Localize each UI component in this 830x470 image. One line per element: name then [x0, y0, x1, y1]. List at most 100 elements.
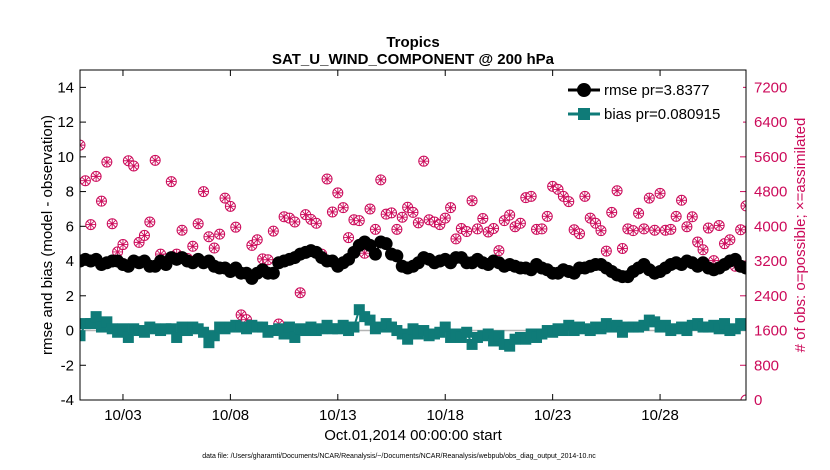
obs-point [176, 224, 188, 236]
rmse-point [820, 255, 830, 268]
obs-point [525, 190, 537, 202]
bias-point [198, 326, 210, 338]
bias-point [402, 333, 414, 345]
rmse-point [390, 249, 404, 263]
legend: rmse pr=3.8377 bias pr=0.080915 [565, 77, 743, 129]
obs-point [740, 394, 746, 400]
bias-point [816, 320, 827, 331]
obs-point [117, 239, 129, 251]
obs-point [611, 185, 623, 197]
bias-point [493, 330, 505, 342]
obs-point [310, 217, 322, 229]
y-right-tick-label: 0 [754, 392, 762, 409]
obs-point [702, 222, 714, 234]
bias-point [611, 319, 623, 331]
bias-point [504, 340, 516, 352]
bias-point [778, 309, 789, 320]
y-axis-right-label: # of obs: o=possible; ×=assimilated [792, 118, 809, 353]
obs-point [214, 228, 226, 240]
bias-point [482, 328, 494, 340]
rmse-point [379, 237, 393, 251]
x-axis-label: Oct.01,2014 00:00:00 start [324, 427, 502, 444]
obs-point [337, 202, 349, 214]
bias-point [719, 318, 731, 330]
obs-point [713, 219, 725, 231]
footer-data-file: data file: /Users/gharamti/Documents/NCA… [202, 453, 596, 460]
bias-point [283, 321, 295, 333]
obs-point [203, 231, 215, 243]
obs-point [822, 214, 830, 224]
obs-point [445, 202, 457, 214]
obs-point [461, 226, 473, 238]
y-tick-label: 6 [66, 218, 74, 235]
plot-frame [79, 69, 747, 401]
obs-point [616, 242, 628, 254]
obs-point [418, 155, 430, 167]
obs-point [654, 187, 666, 199]
obs-point [638, 223, 650, 235]
obs-point [504, 209, 516, 221]
obs-point [816, 189, 826, 199]
y-right-tick-label: 6400 [754, 114, 787, 131]
y-tick-label: 12 [57, 114, 74, 131]
bias-point [165, 323, 177, 335]
obs-point [85, 219, 97, 231]
obs-point [165, 176, 177, 188]
y-axis-right: 0 800 1600 2400 3200 4000 4800 5600 6400 7200 [740, 79, 787, 409]
rmse-series [80, 235, 830, 285]
obs-point [563, 196, 575, 208]
bias-point [740, 319, 746, 331]
y-right-tick-label: 4000 [754, 218, 787, 235]
obs-point [144, 216, 156, 228]
legend-bias-marker [578, 108, 590, 120]
obs-point [267, 225, 279, 237]
obs-point [439, 212, 451, 224]
obs-point [138, 229, 150, 241]
x-tick-label: 10/08 [212, 407, 250, 424]
obs-point [90, 170, 102, 182]
rmse-point [809, 253, 822, 266]
obs-point [686, 211, 698, 223]
obs-point [262, 254, 274, 266]
y-tick-label: 8 [66, 184, 74, 201]
obs-point [294, 287, 306, 299]
y-tick-label: 14 [57, 79, 74, 96]
bias-point [826, 309, 830, 320]
y-tick-label: 2 [66, 288, 74, 305]
bias-point [90, 311, 102, 323]
obs-point [811, 200, 821, 210]
obs-point [396, 211, 408, 223]
x-tick-label: 10/13 [319, 407, 357, 424]
obs-point [536, 223, 548, 235]
y-tick-label: 4 [66, 253, 74, 270]
y-right-tick-label: 1600 [754, 323, 787, 340]
rmse-point [739, 261, 746, 275]
bias-point [439, 321, 451, 333]
obs-point [149, 154, 161, 166]
obs-point [412, 217, 424, 229]
obs-point [332, 187, 344, 199]
rmse-point [266, 266, 280, 280]
obs-point [230, 221, 242, 233]
bias-point [101, 316, 113, 328]
bias-point [353, 304, 365, 316]
obs-point [633, 207, 645, 219]
obs-point [471, 223, 483, 235]
obs-point [80, 175, 91, 187]
y-right-tick-label: 5600 [754, 149, 787, 166]
obs-point [466, 195, 478, 207]
bias-point [348, 321, 360, 333]
obs-point [541, 210, 553, 222]
rmse-point [825, 260, 830, 273]
y-tick-label: 0 [66, 323, 74, 340]
y-tick-label: 10 [57, 149, 74, 166]
bias-point [208, 330, 220, 342]
obs-point [676, 194, 688, 206]
bias-point [466, 338, 478, 350]
y-right-tick-label: 3200 [754, 253, 787, 270]
bias-point [289, 331, 301, 343]
obs-point [80, 139, 86, 151]
obs-point [386, 207, 398, 219]
obs-point [128, 160, 140, 172]
